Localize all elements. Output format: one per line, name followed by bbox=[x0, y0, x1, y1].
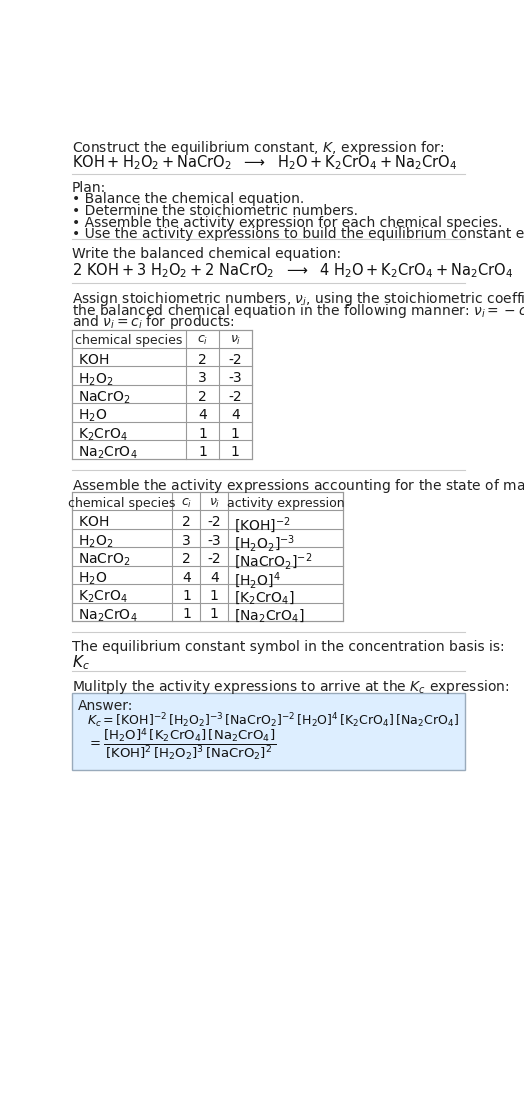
Text: $\mathrm{H_2O_2}$: $\mathrm{H_2O_2}$ bbox=[78, 533, 113, 550]
Text: 1: 1 bbox=[198, 445, 207, 459]
Text: The equilibrium constant symbol in the concentration basis is:: The equilibrium constant symbol in the c… bbox=[72, 640, 504, 654]
Text: $\mathrm{KOH}$: $\mathrm{KOH}$ bbox=[78, 516, 109, 529]
Text: • Assemble the activity expression for each chemical species.: • Assemble the activity expression for e… bbox=[72, 216, 502, 229]
Text: 1: 1 bbox=[210, 589, 219, 603]
Text: 4: 4 bbox=[210, 570, 219, 585]
Text: -3: -3 bbox=[228, 371, 242, 385]
Text: chemical species: chemical species bbox=[69, 497, 176, 510]
Text: -3: -3 bbox=[208, 533, 221, 547]
Text: $K_c$: $K_c$ bbox=[72, 653, 90, 671]
Text: $\mathrm{H_2O_2}$: $\mathrm{H_2O_2}$ bbox=[78, 371, 113, 387]
Text: Assign stoichiometric numbers, $\nu_i$, using the stoichiometric coefficients, $: Assign stoichiometric numbers, $\nu_i$, … bbox=[72, 291, 524, 308]
Text: Write the balanced chemical equation:: Write the balanced chemical equation: bbox=[72, 247, 341, 261]
Text: Construct the equilibrium constant, $K$, expression for:: Construct the equilibrium constant, $K$,… bbox=[72, 139, 444, 157]
Text: $[\mathrm{KOH}]^{-2}$: $[\mathrm{KOH}]^{-2}$ bbox=[234, 516, 291, 535]
Text: $[\mathrm{H_2O_2}]^{-3}$: $[\mathrm{H_2O_2}]^{-3}$ bbox=[234, 533, 296, 554]
Text: $[\mathrm{NaCrO_2}]^{-2}$: $[\mathrm{NaCrO_2}]^{-2}$ bbox=[234, 552, 313, 573]
Text: 2: 2 bbox=[182, 552, 191, 566]
Text: 1: 1 bbox=[182, 589, 191, 603]
Text: $\mathrm{K_2CrO_4}$: $\mathrm{K_2CrO_4}$ bbox=[78, 427, 128, 443]
Text: 1: 1 bbox=[231, 445, 239, 459]
Text: 4: 4 bbox=[198, 408, 207, 422]
Text: $= \dfrac{[\mathrm{H_2O}]^{4}\,[\mathrm{K_2CrO_4}]\,[\mathrm{Na_2CrO_4}]}{[\math: $= \dfrac{[\mathrm{H_2O}]^{4}\,[\mathrm{… bbox=[87, 727, 276, 764]
Text: 1: 1 bbox=[182, 608, 191, 622]
Text: 2: 2 bbox=[198, 352, 207, 366]
Text: $\mathrm{H_2O}$: $\mathrm{H_2O}$ bbox=[78, 408, 107, 425]
Text: Answer:: Answer: bbox=[78, 699, 133, 713]
Text: chemical species: chemical species bbox=[75, 335, 183, 347]
Text: Mulitply the activity expressions to arrive at the $K_c$ expression:: Mulitply the activity expressions to arr… bbox=[72, 678, 509, 697]
Text: • Determine the stoichiometric numbers.: • Determine the stoichiometric numbers. bbox=[72, 204, 358, 218]
Text: $\mathrm{NaCrO_2}$: $\mathrm{NaCrO_2}$ bbox=[78, 389, 130, 406]
Text: $\mathrm{2\ KOH + 3\ H_2O_2 + 2\ NaCrO_2\ \ \longrightarrow\ \ 4\ H_2O + K_2CrO_: $\mathrm{2\ KOH + 3\ H_2O_2 + 2\ NaCrO_2… bbox=[72, 261, 513, 280]
Text: -2: -2 bbox=[228, 389, 242, 404]
Text: 4: 4 bbox=[231, 408, 239, 422]
Text: $\mathrm{H_2O}$: $\mathrm{H_2O}$ bbox=[78, 570, 107, 587]
Text: $\mathrm{KOH}$: $\mathrm{KOH}$ bbox=[78, 352, 109, 366]
Text: Assemble the activity expressions accounting for the state of matter and $\nu_i$: Assemble the activity expressions accoun… bbox=[72, 477, 524, 496]
Text: $\mathrm{Na_2CrO_4}$: $\mathrm{Na_2CrO_4}$ bbox=[78, 445, 137, 462]
FancyBboxPatch shape bbox=[72, 491, 343, 621]
Text: $\nu_i$: $\nu_i$ bbox=[209, 497, 220, 510]
Text: • Use the activity expressions to build the equilibrium constant expression.: • Use the activity expressions to build … bbox=[72, 227, 524, 241]
Text: activity expression: activity expression bbox=[227, 497, 344, 510]
Text: 3: 3 bbox=[198, 371, 207, 385]
FancyBboxPatch shape bbox=[72, 693, 465, 770]
Text: $[\mathrm{K_2CrO_4}]$: $[\mathrm{K_2CrO_4}]$ bbox=[234, 589, 295, 606]
Text: the balanced chemical equation in the following manner: $\nu_i = -c_i$ for react: the balanced chemical equation in the fo… bbox=[72, 302, 524, 320]
Text: $c_i$: $c_i$ bbox=[197, 335, 209, 348]
Text: -2: -2 bbox=[208, 552, 221, 566]
Text: $c_i$: $c_i$ bbox=[181, 497, 192, 510]
Text: $[\mathrm{Na_2CrO_4}]$: $[\mathrm{Na_2CrO_4}]$ bbox=[234, 608, 305, 624]
Text: 1: 1 bbox=[210, 608, 219, 622]
Text: $[\mathrm{H_2O}]^{4}$: $[\mathrm{H_2O}]^{4}$ bbox=[234, 570, 281, 591]
Text: Plan:: Plan: bbox=[72, 181, 106, 195]
Text: 1: 1 bbox=[231, 427, 239, 441]
Text: $\nu_i$: $\nu_i$ bbox=[230, 335, 241, 348]
Text: $\mathrm{KOH + H_2O_2 + NaCrO_2\ \ \longrightarrow\ \ H_2O + K_2CrO_4 + Na_2CrO_: $\mathrm{KOH + H_2O_2 + NaCrO_2\ \ \long… bbox=[72, 154, 457, 172]
Text: -2: -2 bbox=[208, 516, 221, 529]
Text: $K_c = [\mathrm{KOH}]^{-2}\,[\mathrm{H_2O_2}]^{-3}\,[\mathrm{NaCrO_2}]^{-2}\,[\m: $K_c = [\mathrm{KOH}]^{-2}\,[\mathrm{H_2… bbox=[87, 712, 459, 731]
Text: -2: -2 bbox=[228, 352, 242, 366]
Text: 2: 2 bbox=[198, 389, 207, 404]
Text: 3: 3 bbox=[182, 533, 191, 547]
Text: $\mathrm{K_2CrO_4}$: $\mathrm{K_2CrO_4}$ bbox=[78, 589, 128, 606]
Text: • Balance the chemical equation.: • Balance the chemical equation. bbox=[72, 192, 304, 206]
Text: and $\nu_i = c_i$ for products:: and $\nu_i = c_i$ for products: bbox=[72, 314, 235, 331]
Text: 4: 4 bbox=[182, 570, 191, 585]
Text: $\mathrm{NaCrO_2}$: $\mathrm{NaCrO_2}$ bbox=[78, 552, 130, 568]
Text: 2: 2 bbox=[182, 516, 191, 529]
FancyBboxPatch shape bbox=[72, 329, 252, 459]
Text: $\mathrm{Na_2CrO_4}$: $\mathrm{Na_2CrO_4}$ bbox=[78, 608, 137, 624]
Text: 1: 1 bbox=[198, 427, 207, 441]
